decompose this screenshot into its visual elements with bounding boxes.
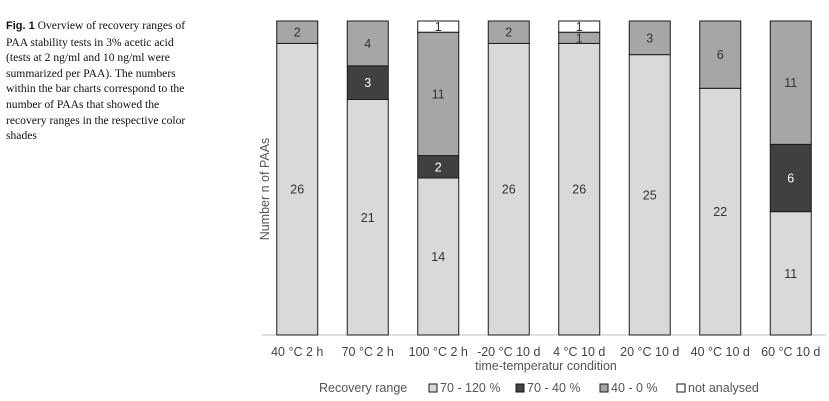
bar-segment [699, 87, 742, 336]
x-tick-label: 40 °C 2 h [271, 345, 323, 359]
x-tick-labels: 40 °C 2 h 70 °C 2 h 100 °C 2 h -20 °C 10 d 4… [271, 345, 820, 359]
bar-segment [417, 31, 460, 157]
bar-segment [346, 99, 389, 336]
bar-data-label: 1 [576, 20, 583, 34]
y-axis-title: Number n of PAAs [258, 138, 272, 241]
bar-segment [769, 211, 812, 336]
bar-data-label: 26 [572, 183, 586, 197]
bar-segment [417, 177, 460, 336]
legend-swatch [515, 383, 525, 393]
x-tick-label: 20 °C 10 d [620, 345, 679, 359]
legend-entry: 40 - 0 % [611, 381, 658, 395]
x-tick-label: 60 °C 10 d [761, 345, 820, 359]
bar-segment [628, 20, 671, 56]
bar-data-label: 1 [435, 20, 442, 34]
legend-entry: not analysed [688, 381, 759, 395]
bar-data-label: 26 [502, 183, 516, 197]
bar-data-label: 11 [784, 76, 797, 90]
bar-data-label: 6 [787, 172, 794, 186]
bar-data-label: 6 [717, 48, 724, 62]
bar-segment [276, 42, 319, 336]
bar-data-label: 3 [364, 76, 371, 90]
bar-data-label: 26 [290, 183, 304, 197]
bar-data-label: 2 [505, 26, 512, 40]
bar-data-label: 25 [643, 188, 657, 202]
legend: 70 - 120 % 70 - 40 % 40 - 0 % not analysed [428, 381, 759, 395]
bar-segment [276, 20, 319, 44]
bar-data-label: 21 [361, 211, 375, 225]
x-tick-label: 4 °C 10 d [553, 345, 605, 359]
bar-segment [558, 42, 601, 336]
bar-data-label: 3 [646, 31, 653, 45]
legend-title: Recovery range [319, 381, 407, 395]
bar-segment [628, 54, 671, 336]
legend-entry: 70 - 120 % [440, 381, 500, 395]
bar-segment [346, 20, 389, 67]
bar-segment [558, 20, 601, 33]
bar-segment [769, 143, 812, 213]
figure-caption-text: Overview of recovery ranges of PAA stabi… [6, 19, 186, 143]
x-axis-title: time-temperatur condition [475, 359, 617, 373]
bar-data-label: 14 [431, 250, 445, 264]
bar-segment [487, 42, 530, 336]
bar-data-label: 11 [432, 87, 445, 101]
bar-segment [346, 65, 389, 100]
bar-data-label: 4 [364, 37, 371, 51]
legend-swatch [599, 383, 609, 393]
bar-data-label: 22 [713, 205, 727, 219]
bar-segment [417, 20, 460, 33]
x-tick-label: 70 °C 2 h [342, 345, 394, 359]
figure-label: Fig. 1 [6, 20, 35, 32]
bar-segment [487, 20, 530, 44]
bar-segment [699, 20, 742, 89]
legend-swatch [676, 383, 686, 393]
figure-caption: Fig. 1 Overview of recovery ranges of PA… [6, 18, 196, 144]
x-tick-label: 100 °C 2 h [409, 345, 468, 359]
bar-data-label: 11 [784, 267, 797, 281]
legend-entry: 70 - 40 % [527, 381, 581, 395]
bar-data-label: 1 [576, 31, 583, 45]
x-tick-label: 40 °C 10 d [691, 345, 750, 359]
legend-swatch [428, 383, 438, 393]
x-tick-label: -20 °C 10 d [477, 345, 540, 359]
bar-data-label: 2 [435, 160, 442, 174]
bar-data-label: 2 [294, 26, 301, 40]
bar-segment [769, 20, 812, 145]
